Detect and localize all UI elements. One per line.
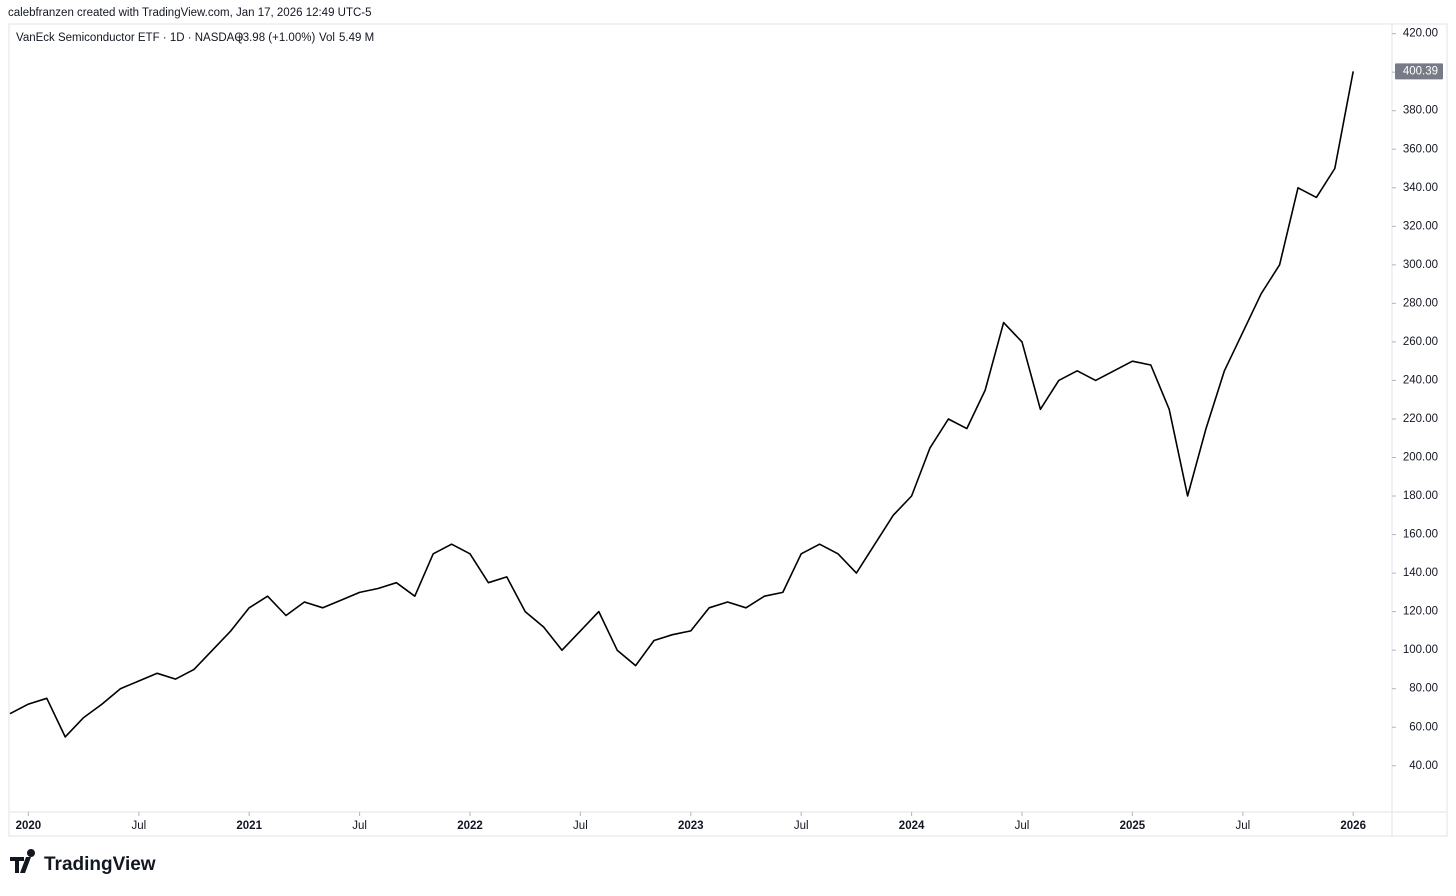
y-tick-label: 80.00 (1409, 683, 1438, 695)
y-tick-label: 120.00 (1403, 606, 1438, 618)
x-tick-label: Jul (131, 820, 146, 832)
y-tick-label: 180.00 (1403, 490, 1438, 502)
y-tick-label: 160.00 (1403, 529, 1438, 541)
x-tick-label: Jul (1015, 820, 1030, 832)
x-tick-label: 2026 (1340, 820, 1366, 832)
x-tick-label: 2024 (899, 820, 925, 832)
y-tick-label: 360.00 (1403, 143, 1438, 155)
y-tick-label: 300.00 (1403, 259, 1438, 271)
y-tick-label: 380.00 (1403, 105, 1438, 117)
change: +3.98 (+1.00%) (236, 32, 315, 44)
logo-icon (10, 848, 36, 873)
x-tick-label: Jul (352, 820, 367, 832)
x-tick-label: Jul (1235, 820, 1250, 832)
y-tick-label: 240.00 (1403, 374, 1438, 386)
x-tick-label: 2021 (236, 820, 262, 832)
x-tick-label: 2023 (678, 820, 704, 832)
y-tick-label: 220.00 (1403, 413, 1438, 425)
y-tick-label: 420.00 (1403, 28, 1438, 40)
y-tick-label: 60.00 (1409, 721, 1438, 733)
chart-frame (8, 23, 1448, 837)
y-tick-label: 280.00 (1403, 297, 1438, 309)
price-line (9, 71, 1354, 738)
volume: 5.49 M (339, 32, 374, 44)
y-tick-label: 320.00 (1403, 220, 1438, 232)
y-tick-label: 260.00 (1403, 336, 1438, 348)
y-tick-label: 140.00 (1403, 567, 1438, 579)
y-tick-label: 200.00 (1403, 452, 1438, 464)
y-tick-label: 100.00 (1403, 644, 1438, 656)
attribution: calebfranzen created with TradingView.co… (8, 7, 372, 19)
last-price-label: 400.39 (1403, 65, 1438, 77)
x-tick-label: 2025 (1120, 820, 1146, 832)
x-tick-label: Jul (573, 820, 588, 832)
x-tick-label: Jul (794, 820, 809, 832)
x-tick-label: 2020 (16, 820, 42, 832)
y-tick-label: 340.00 (1403, 182, 1438, 194)
volume-label: Vol (319, 32, 335, 44)
chart-title: VanEck Semiconductor ETF · 1D · NASDAQ (16, 32, 243, 44)
watermark: TradingView (44, 854, 156, 875)
last-price-badge (1395, 63, 1443, 80)
x-tick-label: 2022 (457, 820, 483, 832)
y-tick-label: 40.00 (1409, 760, 1438, 772)
